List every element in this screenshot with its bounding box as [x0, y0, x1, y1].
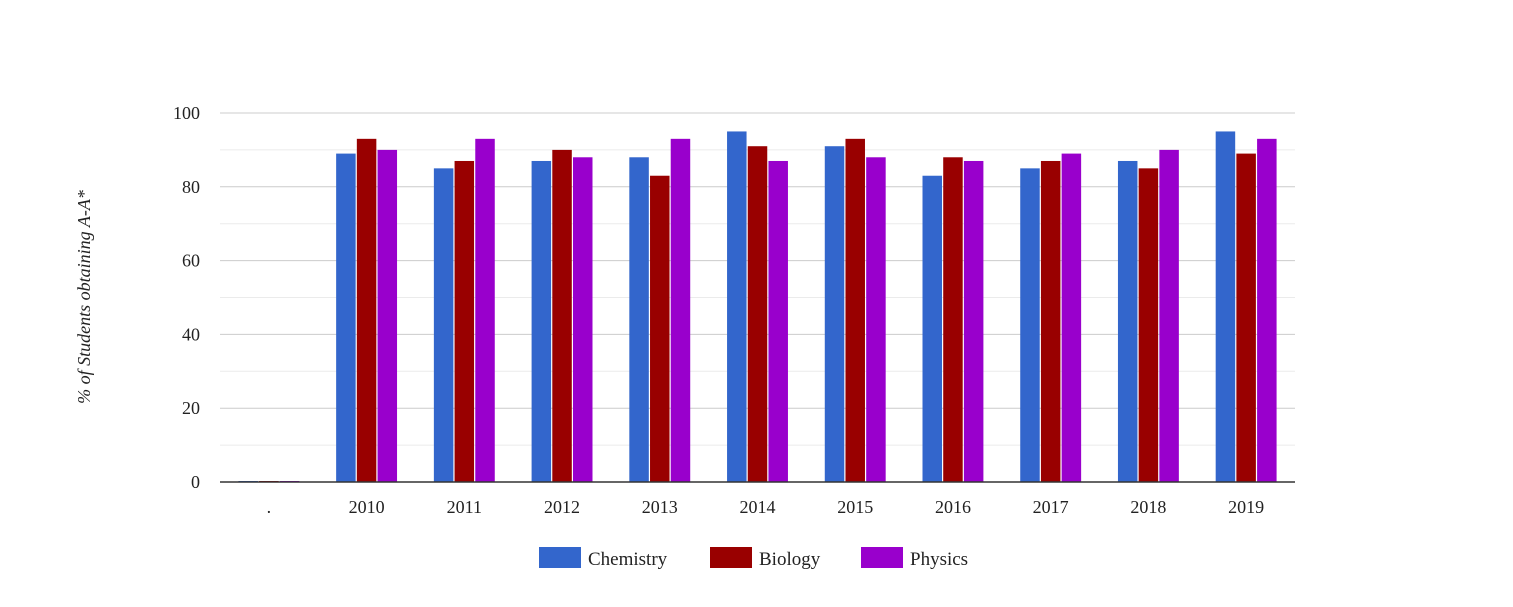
bar-chemistry-2010[interactable] [336, 153, 356, 482]
bar-biology-2016[interactable] [943, 157, 963, 482]
legend-label-physics[interactable]: Physics [910, 549, 968, 570]
x-tick-label: 2017 [1033, 497, 1069, 517]
y-tick-label: 60 [182, 251, 200, 271]
bar-biology-2018[interactable] [1138, 168, 1159, 482]
bar-chemistry-2016[interactable] [922, 175, 943, 483]
legend-label-biology[interactable]: Biology [759, 549, 821, 570]
bar-biology-2013[interactable] [650, 175, 670, 483]
y-tick-label: 0 [191, 472, 200, 492]
legend: Chemistry Biology Physics [539, 547, 968, 570]
bar-chemistry-2019[interactable] [1215, 131, 1236, 482]
x-tick-label: 2019 [1228, 497, 1264, 517]
legend-label-chemistry[interactable]: Chemistry [588, 549, 668, 570]
bar-physics-2012[interactable] [572, 157, 593, 482]
x-tick-label: 2011 [447, 497, 482, 517]
bar-chemistry-2011[interactable] [433, 168, 454, 482]
y-tick-label: 40 [182, 324, 200, 344]
legend-swatch-chemistry[interactable] [539, 547, 581, 568]
x-tick-label: 2013 [642, 497, 678, 517]
y-tick-label: 100 [173, 103, 200, 123]
bar-biology-2017[interactable] [1040, 160, 1061, 482]
bar-biology-2015[interactable] [845, 138, 865, 482]
legend-swatch-biology[interactable] [710, 547, 752, 568]
bar-physics-2010[interactable] [377, 149, 398, 482]
x-tick-label: 2012 [544, 497, 580, 517]
bar-biology-2012[interactable] [552, 149, 572, 482]
bar-chemistry-2013[interactable] [629, 157, 649, 482]
bar-physics-2019[interactable] [1257, 138, 1277, 482]
bar-physics-2011[interactable] [475, 138, 495, 482]
x-tick-label: . [267, 497, 272, 517]
bar-chemistry-2017[interactable] [1020, 168, 1040, 482]
bar-chemistry-2012[interactable] [531, 160, 552, 482]
bar-chemistry-2014[interactable] [727, 131, 747, 482]
y-tick-label: 20 [182, 398, 200, 418]
x-tick-label: 2018 [1130, 497, 1166, 517]
bar-physics-2014[interactable] [768, 160, 788, 482]
bar-biology-2014[interactable] [747, 146, 768, 482]
bar-chemistry-2015[interactable] [824, 146, 845, 482]
bar-physics-2016[interactable] [963, 160, 984, 482]
legend-swatch-physics[interactable] [861, 547, 903, 568]
bar-physics-2013[interactable] [670, 138, 691, 482]
x-tick-label: 2016 [935, 497, 971, 517]
y-tick-label: 80 [182, 177, 200, 197]
bars [238, 131, 1277, 483]
bar-biology-2011[interactable] [454, 160, 475, 482]
bar-biology-2019[interactable] [1236, 153, 1256, 482]
bar-chemistry-2018[interactable] [1117, 160, 1138, 482]
bar-physics-2015[interactable] [866, 157, 886, 482]
x-axis-ticks: . 2010 2011 2012 2013 2014 2015 2016 2017 2018 201… [267, 497, 1265, 517]
bar-physics-2018[interactable] [1159, 149, 1179, 482]
x-tick-label: 2010 [349, 497, 385, 517]
bar-physics-2017[interactable] [1061, 153, 1082, 482]
y-axis-label: % of Students obtaining A-A* [74, 190, 94, 404]
x-tick-label: 2015 [837, 497, 873, 517]
y-axis-ticks: 0 20 40 60 80 100 [173, 103, 200, 492]
bar-biology-2010[interactable] [356, 138, 377, 482]
x-tick-label: 2014 [740, 497, 776, 517]
